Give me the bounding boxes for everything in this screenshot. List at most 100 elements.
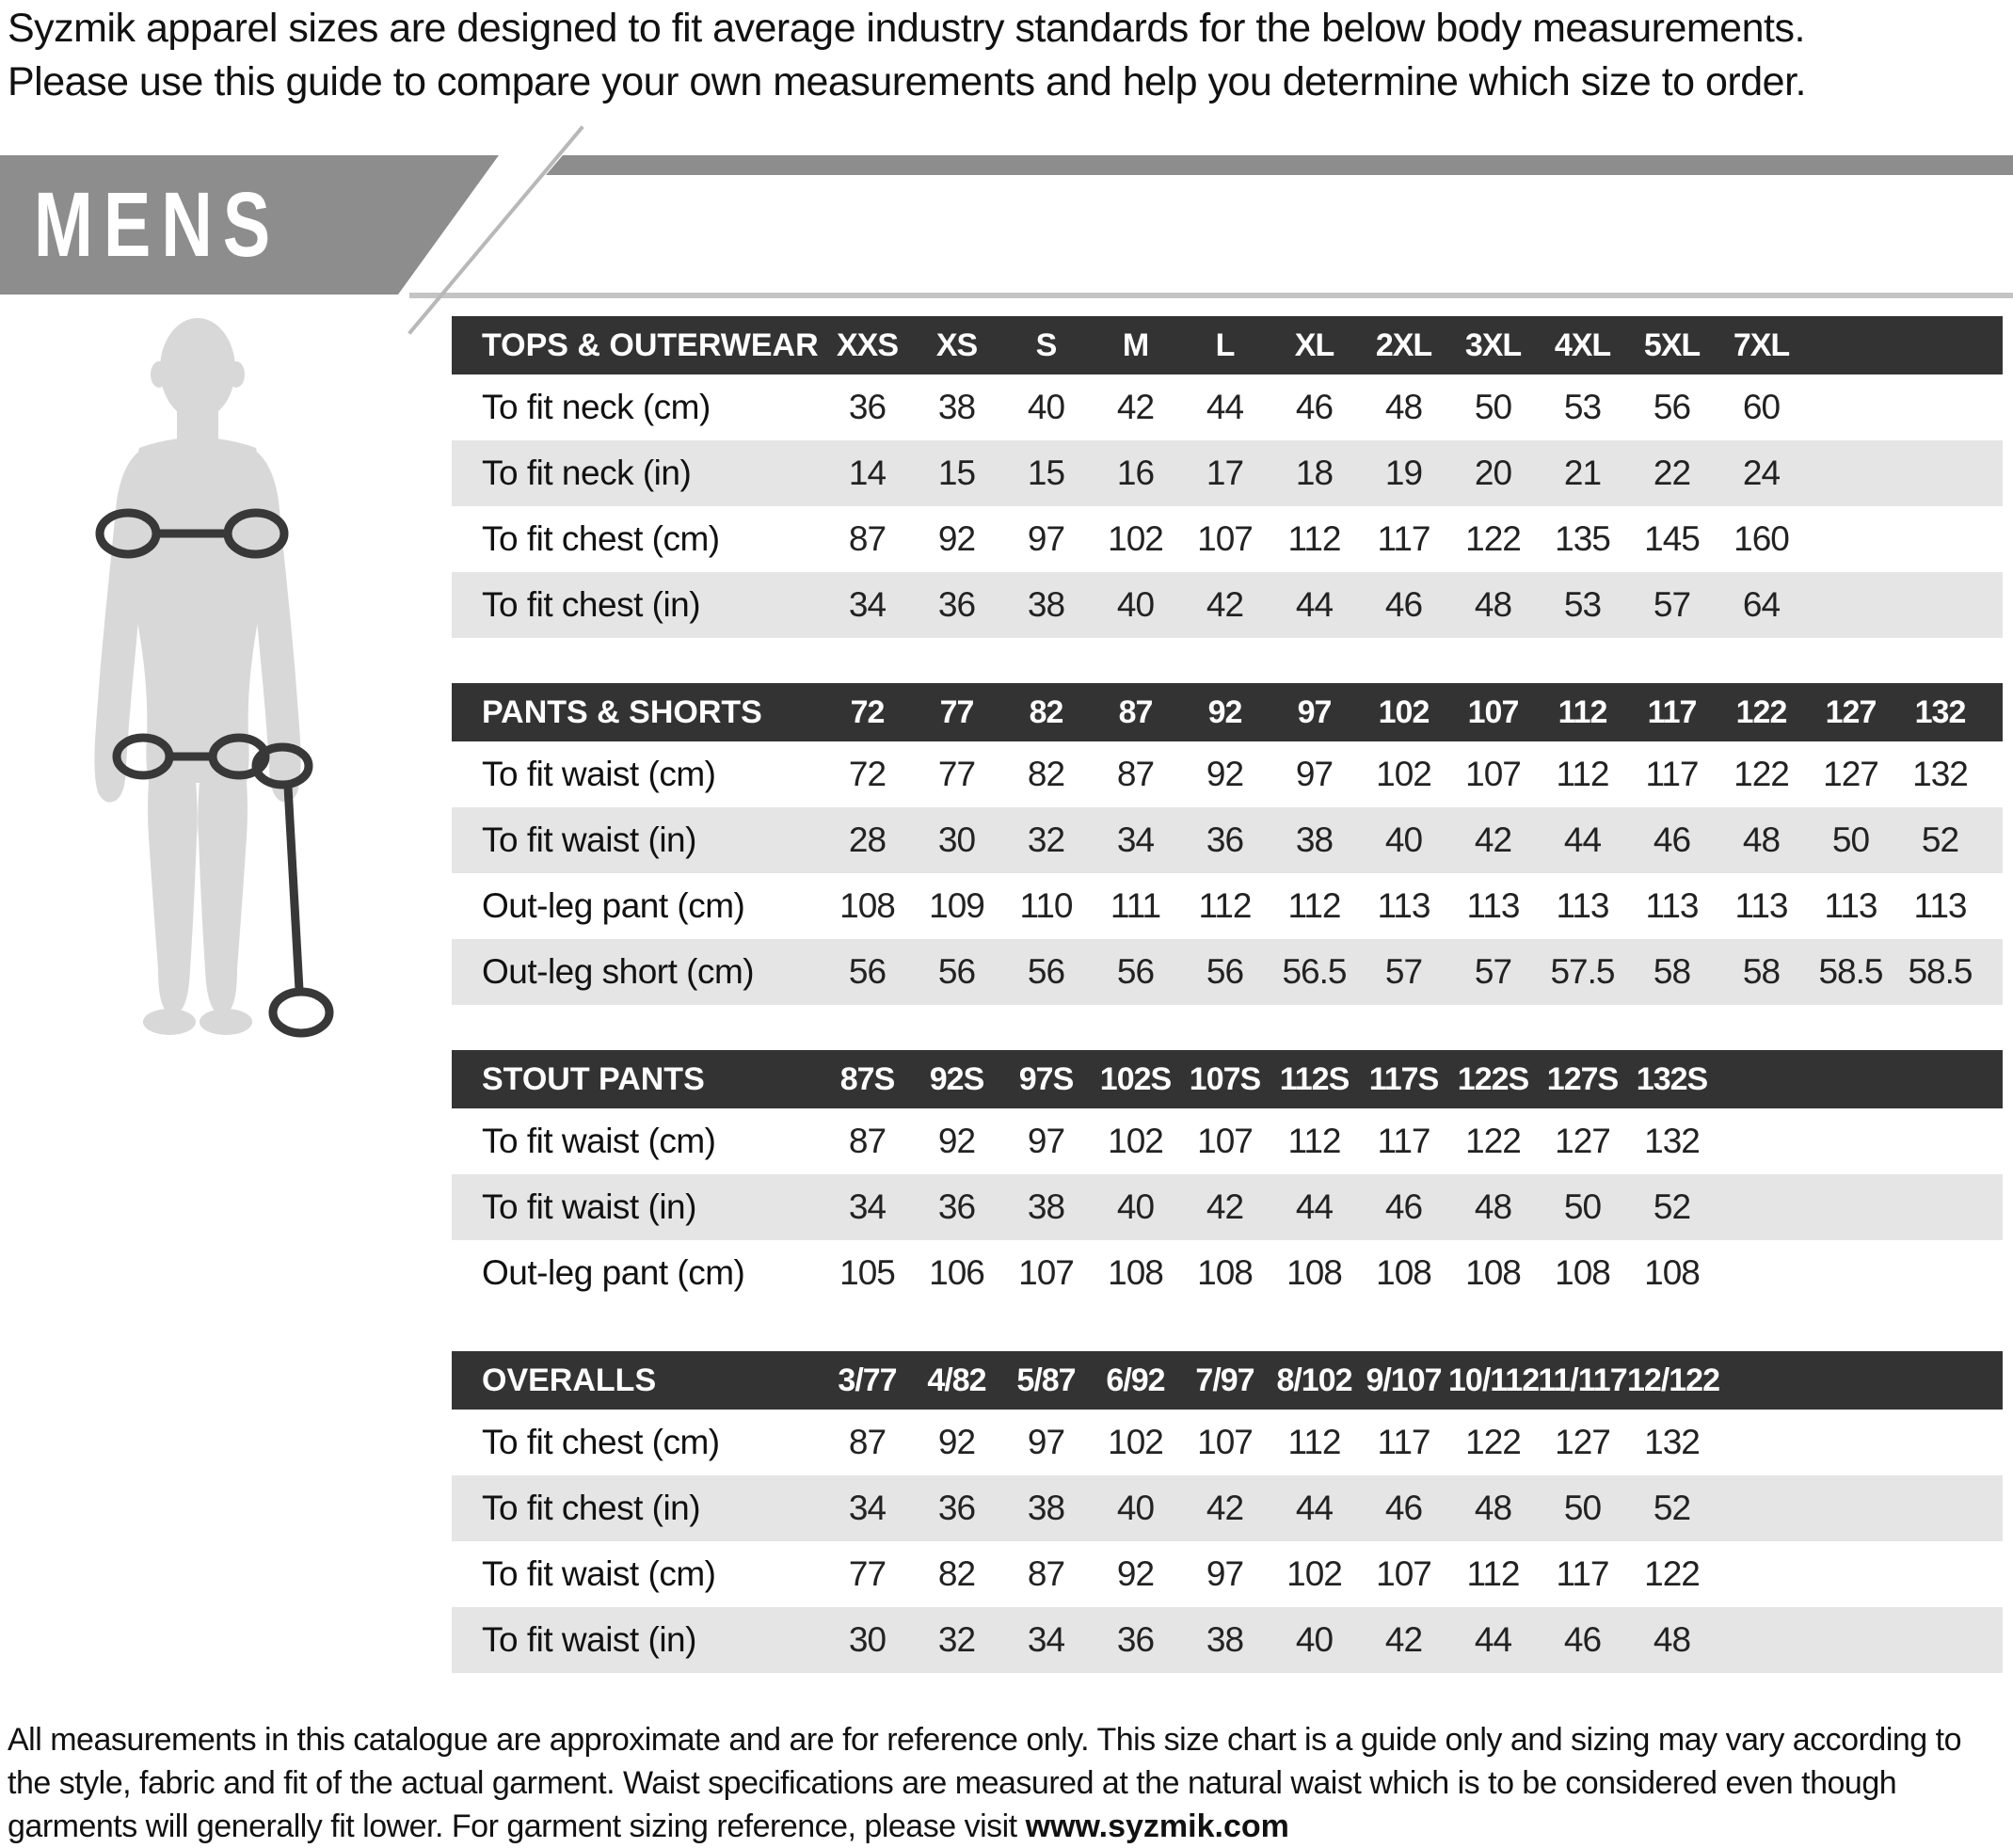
- size-value-cell: 48: [1653, 1620, 1691, 1659]
- size-value-cell: 44: [1295, 1489, 1334, 1527]
- size-value-cell: 38: [1206, 1620, 1244, 1659]
- size-value-cell: 57: [1653, 585, 1691, 624]
- size-value-cell: 56: [1206, 952, 1244, 991]
- table-row: To fit neck (cm) 36 38 40 42 44 46 48 50 53 56 60: [452, 374, 2003, 440]
- size-value-cell: 112: [1287, 1423, 1342, 1461]
- size-value-cell: 52: [1653, 1187, 1691, 1226]
- footer-text: All measurements in this catalogue are a…: [8, 1722, 1962, 1844]
- size-table-stout-pants: STOUT PANTS 87S 92S 97S 102S 107S 112S 117S 122S…: [452, 1050, 2003, 1306]
- outleg-top-ring-icon: [251, 742, 313, 789]
- size-column-header: 9/107: [1366, 1362, 1442, 1398]
- size-value-cell: 34: [848, 1187, 887, 1226]
- banner-top-bar: [546, 155, 2013, 175]
- size-value-cell: 50: [1831, 820, 1870, 859]
- size-value-cell: 42: [1384, 1620, 1423, 1659]
- mens-banner: MENS: [0, 155, 499, 295]
- size-column-header: 92: [1207, 693, 1243, 730]
- size-value-cell: 40: [1116, 1187, 1155, 1226]
- size-value-cell: 36: [937, 1187, 976, 1226]
- row-label: To fit chest (in): [482, 1489, 701, 1527]
- size-value-cell: 113: [1466, 886, 1521, 925]
- size-value-cell: 135: [1555, 519, 1611, 558]
- row-label: To fit waist (cm): [482, 1122, 716, 1160]
- size-table-pants-shorts: PANTS & SHORTS 72 77 82 87 92 97 102 107 112 117 12…: [452, 683, 2003, 1005]
- size-value-cell: 48: [1742, 820, 1781, 859]
- row-label: To fit waist (in): [482, 1620, 696, 1659]
- size-value-cell: 52: [1653, 1489, 1691, 1527]
- footer-note: All measurements in this catalogue are a…: [8, 1718, 2006, 1848]
- size-column-header: 92S: [929, 1060, 985, 1097]
- size-value-cell: 19: [1384, 454, 1423, 492]
- table-row: To fit chest (cm) 87 92 97 102 107 112 117 122 12…: [452, 1410, 2003, 1475]
- size-value-cell: 92: [937, 1122, 976, 1160]
- row-label: To fit neck (in): [482, 454, 692, 492]
- table-title: OVERALLS: [482, 1362, 657, 1398]
- size-value-cell: 30: [937, 820, 976, 859]
- size-column-header: 6/92: [1106, 1362, 1165, 1398]
- size-column-header: 107S: [1189, 1060, 1261, 1097]
- size-value-cell: 58: [1653, 952, 1691, 991]
- size-value-cell: 46: [1384, 585, 1423, 624]
- table-header-stout-pants: STOUT PANTS 87S 92S 97S 102S 107S 112S 117S 122S…: [452, 1050, 2003, 1108]
- table-row: Out-leg pant (cm) 105 106 107 108 108 108 108 10…: [452, 1240, 2003, 1306]
- size-value-cell: 92: [1116, 1554, 1155, 1593]
- table-row: To fit chest (cm) 87 92 97 102 107 112 117 122 13…: [452, 506, 2003, 572]
- size-value-cell: 34: [1116, 820, 1155, 859]
- size-value-cell: 127: [1555, 1423, 1611, 1461]
- size-value-cell: 44: [1295, 585, 1334, 624]
- size-value-cell: 102: [1108, 1423, 1164, 1461]
- size-value-cell: 113: [1734, 886, 1789, 925]
- row-label: To fit chest (cm): [482, 1423, 720, 1461]
- size-value-cell: 160: [1733, 519, 1790, 558]
- size-value-cell: 48: [1384, 388, 1423, 426]
- size-value-cell: 122: [1465, 1122, 1522, 1160]
- size-value-cell: 53: [1563, 585, 1602, 624]
- size-value-cell: 40: [1384, 820, 1423, 859]
- table-header-pants-shorts: PANTS & SHORTS 72 77 82 87 92 97 102 107 112 117 12…: [452, 683, 2003, 741]
- size-column-header: 127S: [1546, 1060, 1619, 1097]
- size-value-cell: 105: [839, 1253, 896, 1292]
- size-value-cell: 110: [1019, 886, 1074, 925]
- size-value-cell: 127: [1823, 755, 1879, 793]
- size-value-cell: 122: [1733, 755, 1790, 793]
- size-value-cell: 17: [1206, 454, 1244, 492]
- size-value-cell: 34: [1027, 1620, 1065, 1659]
- size-column-header: 7/97: [1195, 1362, 1254, 1398]
- size-value-cell: 87: [848, 519, 887, 558]
- size-value-cell: 112: [1466, 1554, 1521, 1593]
- size-value-cell: 32: [1027, 820, 1065, 859]
- size-value-cell: 46: [1384, 1187, 1423, 1226]
- size-column-header: 127: [1825, 693, 1877, 730]
- size-column-header: 2XL: [1375, 327, 1432, 363]
- size-value-cell: 48: [1474, 1489, 1512, 1527]
- size-value-cell: 57: [1474, 952, 1512, 991]
- size-value-cell: 97: [1206, 1554, 1244, 1593]
- size-value-cell: 77: [937, 755, 976, 793]
- size-column-header: 72: [850, 693, 886, 730]
- size-value-cell: 46: [1384, 1489, 1423, 1527]
- size-value-cell: 113: [1556, 886, 1610, 925]
- size-value-cell: 38: [1027, 1489, 1065, 1527]
- size-column-header: 82: [1029, 693, 1064, 730]
- size-value-cell: 58.5: [1908, 952, 1973, 991]
- size-value-cell: 36: [937, 585, 976, 624]
- size-value-cell: 36: [1206, 820, 1244, 859]
- table-row: Out-leg pant (cm) 108 109 110 111 112 112 113 11…: [452, 873, 2003, 939]
- table-row: To fit chest (in) 34 36 38 40 42 44 46 48 50 52: [452, 1475, 2003, 1541]
- size-value-cell: 18: [1295, 454, 1334, 492]
- size-column-header: 77: [939, 693, 975, 730]
- table-row: To fit waist (in) 30 32 34 36 38 40 42 44 46 48: [452, 1607, 2003, 1673]
- size-value-cell: 109: [929, 886, 985, 925]
- banner-title: MENS: [33, 173, 281, 276]
- size-column-header: 7XL: [1733, 327, 1790, 363]
- size-value-cell: 40: [1027, 388, 1065, 426]
- size-table-overalls: OVERALLS 3/77 4/82 5/87 6/92 7/97 8/102 9/107 10…: [452, 1351, 2003, 1673]
- size-value-cell: 132: [1644, 1122, 1701, 1160]
- size-value-cell: 92: [1206, 755, 1244, 793]
- size-value-cell: 52: [1921, 820, 1959, 859]
- table-row: To fit chest (in) 34 36 38 40 42 44 46 48 53 57 64: [452, 572, 2003, 638]
- row-label: To fit waist (cm): [482, 1554, 716, 1593]
- body-silhouette-icon: [94, 318, 334, 1038]
- size-value-cell: 30: [848, 1620, 887, 1659]
